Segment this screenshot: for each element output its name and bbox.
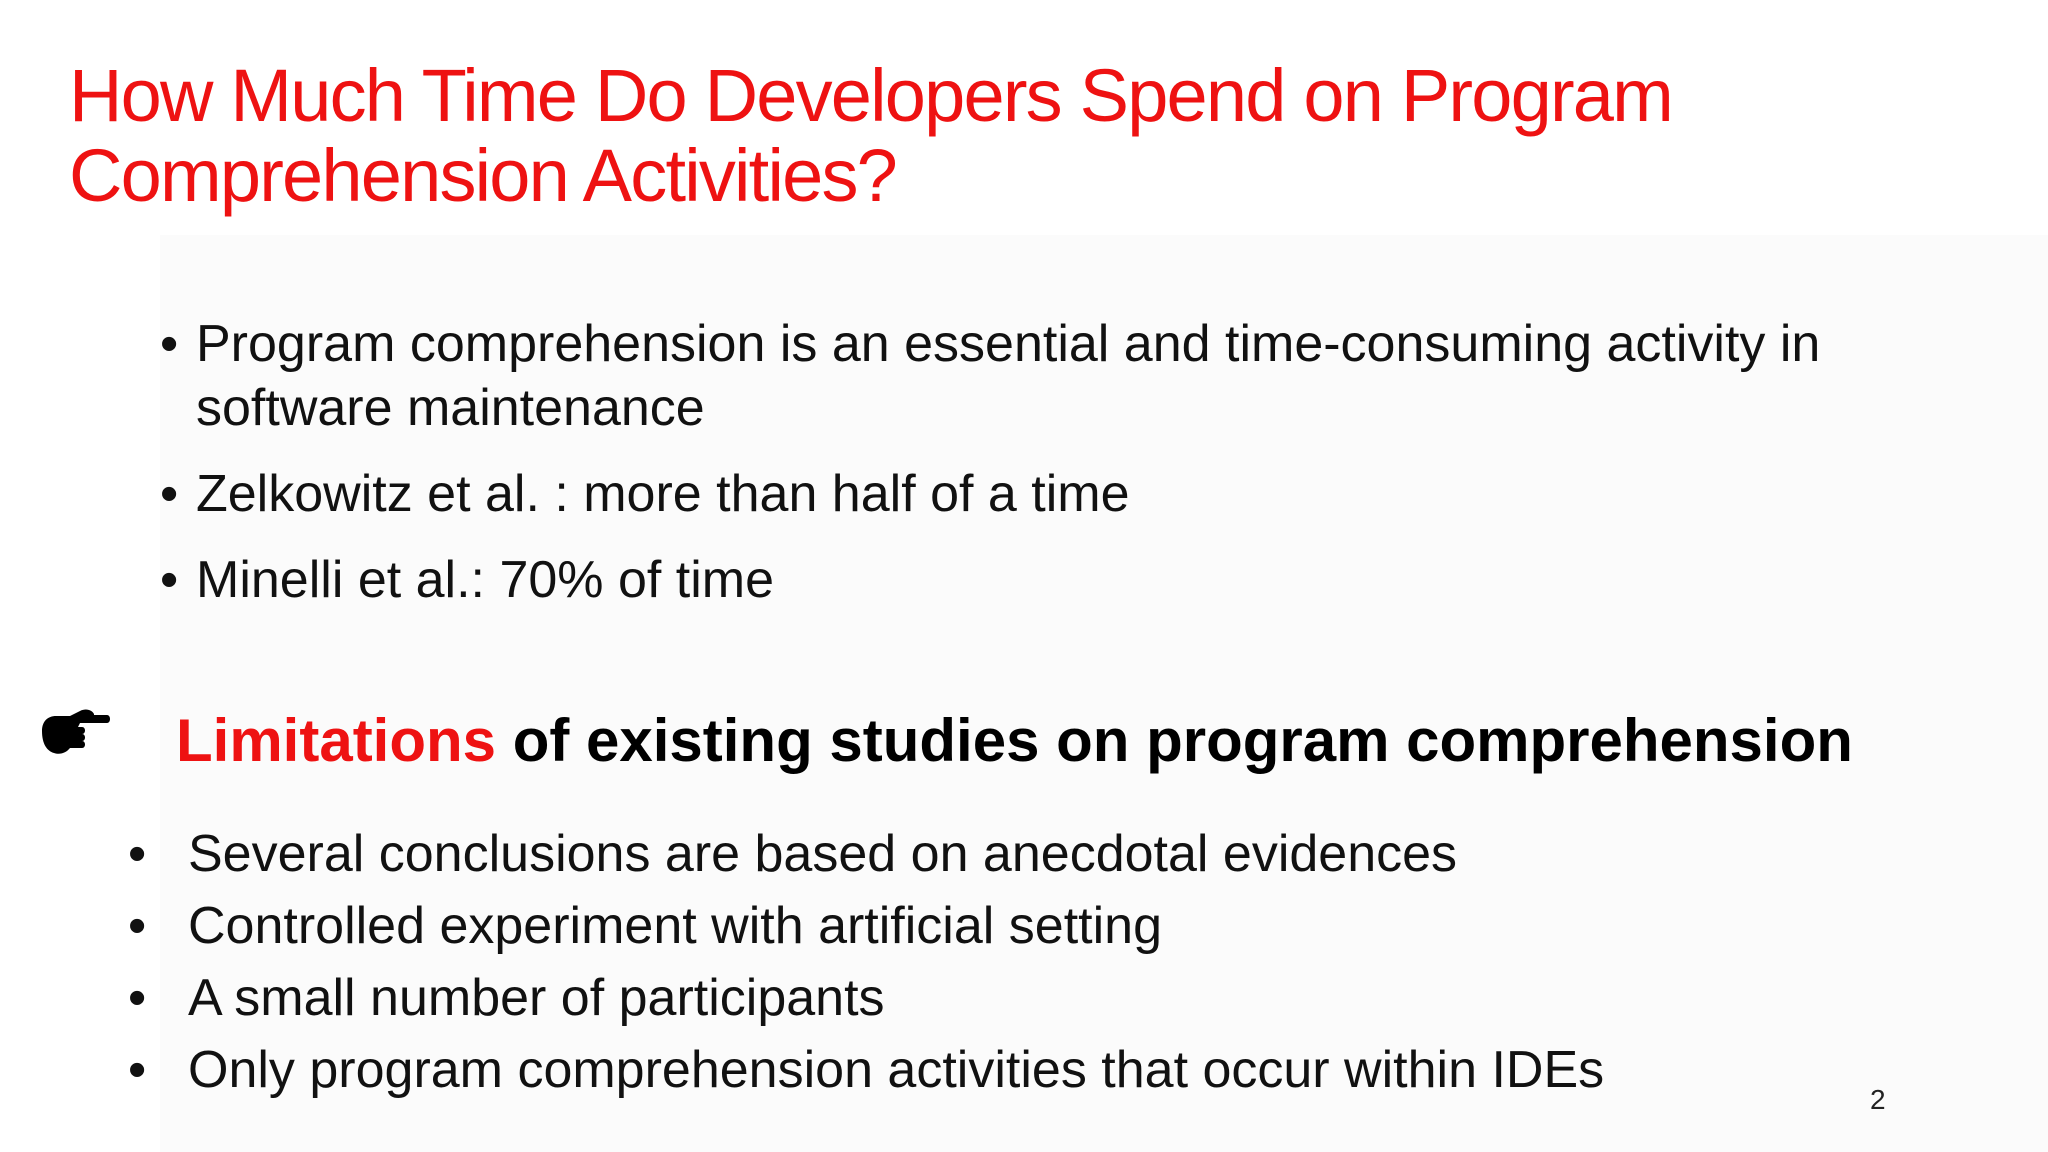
bullet-item: • Only program comprehension activities … — [128, 1034, 1928, 1106]
bullet-dot-icon: • — [160, 465, 179, 523]
bullet-dot-icon: • — [128, 825, 147, 883]
bullet-item: • Program comprehension is an essential … — [160, 312, 1910, 440]
bullet-item: • Zelkowitz et al. : more than half of a… — [160, 462, 1910, 526]
bullet-text: Minelli et al.: 70% of time — [196, 551, 775, 609]
bullet-text: Only program comprehension activities th… — [188, 1041, 1605, 1099]
bullet-text: Controlled experiment with artificial se… — [188, 897, 1162, 955]
bullet-dot-icon: • — [160, 551, 179, 609]
bullet-text: Zelkowitz et al. : more than half of a t… — [196, 465, 1130, 523]
pointing-hand-icon — [42, 709, 110, 754]
bullet-item: • Several conclusions are based on anecd… — [128, 818, 1928, 890]
bullet-text: A small number of participants — [188, 969, 885, 1027]
bullet-dot-icon: • — [160, 315, 179, 373]
bullet-dot-icon: • — [128, 1041, 147, 1099]
callout-heading: Limitations of existing studies on progr… — [176, 703, 1853, 779]
bullet-list-top: • Program comprehension is an essential … — [160, 312, 1910, 634]
limitations-callout: Limitations of existing studies on progr… — [40, 703, 2030, 779]
bullet-text: Program comprehension is an essential an… — [196, 315, 1821, 437]
callout-rest: of existing studies on program comprehen… — [512, 707, 1853, 774]
bullet-item: • Controlled experiment with artificial … — [128, 890, 1928, 962]
slide-title-line-2: Comprehension Activities? — [69, 134, 898, 217]
bullet-text: Several conclusions are based on anecdot… — [188, 825, 1458, 883]
callout-highlight: Limitations — [176, 707, 497, 774]
slide-title-line-1: How Much Time Do Developers Spend on Pro… — [69, 54, 1674, 137]
bullet-item: • A small number of participants — [128, 962, 1928, 1034]
content-background — [160, 235, 2048, 1152]
bullet-dot-icon: • — [128, 969, 147, 1027]
bullet-item: • Minelli et al.: 70% of time — [160, 548, 1910, 612]
slide-title: How Much Time Do Developers Spend on Pro… — [69, 56, 1769, 216]
bullet-dot-icon: • — [128, 897, 147, 955]
bullet-list-bottom: • Several conclusions are based on anecd… — [128, 818, 1928, 1106]
page-number: 2 — [1870, 1084, 1886, 1115]
